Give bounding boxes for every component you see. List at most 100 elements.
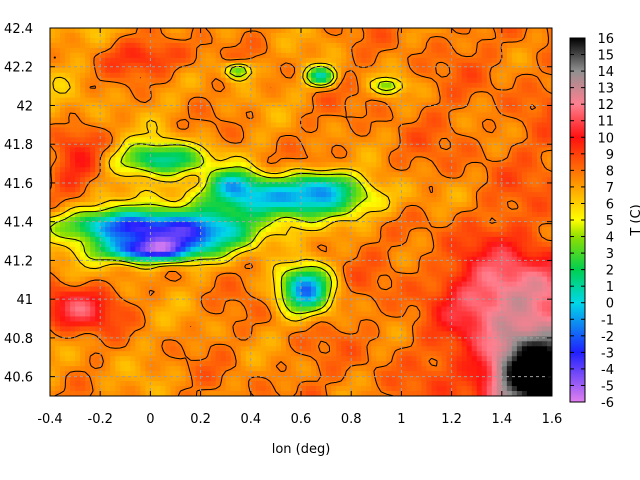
heatmap-cell	[225, 256, 232, 263]
heatmap-cell	[336, 216, 342, 223]
heatmap-cell	[501, 231, 508, 238]
heatmap-cell	[55, 182, 61, 188]
heatmap-cell	[205, 47, 212, 54]
heatmap-cell	[180, 82, 187, 89]
heatmap-cell	[115, 216, 121, 223]
heatmap-cell	[290, 177, 297, 183]
heatmap-cell	[306, 127, 312, 134]
heatmap-cell	[50, 152, 56, 158]
heatmap-cell	[366, 122, 372, 129]
heatmap-cell	[235, 221, 242, 228]
heatmap-cell	[476, 97, 483, 104]
heatmap-cell	[471, 112, 478, 119]
heatmap-cell	[516, 97, 523, 104]
heatmap-cell	[95, 197, 101, 203]
heatmap-cell	[90, 42, 96, 49]
heatmap-cell	[140, 256, 146, 263]
heatmap-cell	[336, 246, 342, 253]
heatmap-cell	[280, 142, 287, 148]
heatmap-cell	[311, 266, 317, 273]
heatmap-cell	[516, 226, 523, 233]
heatmap-cell	[481, 112, 488, 119]
heatmap-cell	[55, 187, 61, 193]
heatmap-cell	[321, 231, 327, 238]
heatmap-cell	[265, 92, 272, 99]
heatmap-cell	[260, 271, 267, 278]
heatmap-cell	[275, 67, 282, 74]
heatmap-cell	[200, 67, 207, 74]
heatmap-cell	[416, 157, 423, 163]
heatmap-cell	[431, 187, 438, 193]
heatmap-cell	[416, 82, 423, 89]
heatmap-cell	[546, 112, 552, 119]
heatmap-cell	[90, 226, 96, 233]
heatmap-cell	[130, 271, 136, 278]
heatmap-cell	[120, 137, 126, 143]
heatmap-cell	[436, 192, 443, 198]
heatmap-cell	[356, 271, 362, 278]
heatmap-cell	[331, 137, 337, 143]
heatmap-cell	[526, 221, 533, 228]
heatmap-cell	[145, 157, 151, 163]
heatmap-cell	[245, 192, 252, 198]
heatmap-cell	[486, 187, 493, 193]
heatmap-cell	[371, 28, 377, 34]
heatmap-cell	[95, 102, 101, 109]
heatmap-cell	[270, 62, 277, 69]
heatmap-cell	[521, 157, 528, 163]
heatmap-cell	[80, 216, 86, 223]
heatmap-cell	[511, 212, 518, 218]
heatmap-cell	[356, 226, 362, 233]
heatmap-cell	[235, 57, 242, 64]
heatmap-cell	[421, 266, 428, 273]
heatmap-cell	[341, 236, 347, 243]
heatmap-cell	[250, 147, 257, 153]
heatmap-cell	[170, 207, 177, 213]
heatmap-cell	[366, 152, 372, 158]
heatmap-cell	[396, 236, 402, 243]
heatmap-cell	[391, 246, 397, 253]
heatmap-cell	[160, 221, 167, 228]
heatmap-cell	[260, 182, 267, 188]
heatmap-cell	[155, 47, 162, 54]
heatmap-cell	[436, 246, 443, 253]
heatmap-cell	[301, 167, 307, 173]
heatmap-cell	[501, 216, 508, 223]
heatmap-cell	[140, 82, 146, 89]
heatmap-cell	[306, 261, 312, 268]
heatmap-cell	[496, 77, 503, 84]
heatmap-cell	[426, 47, 433, 54]
heatmap-cell	[265, 147, 272, 153]
heatmap-cell	[531, 216, 538, 223]
heatmap-cell	[80, 112, 86, 119]
heatmap-cell	[446, 122, 453, 129]
heatmap-cell	[456, 82, 463, 89]
heatmap-cell	[381, 92, 387, 99]
heatmap-cell	[496, 157, 503, 163]
heatmap-cell	[260, 87, 267, 94]
heatmap-cell	[471, 187, 478, 193]
heatmap-cell	[316, 182, 322, 188]
heatmap-cell	[456, 221, 463, 228]
heatmap-cell	[516, 52, 523, 59]
heatmap-cell	[260, 172, 267, 178]
heatmap-cell	[406, 112, 413, 119]
heatmap-cell	[100, 231, 106, 238]
heatmap-cell	[546, 77, 552, 84]
heatmap-cell	[481, 92, 488, 99]
heatmap-cell	[295, 107, 302, 114]
heatmap-cell	[120, 202, 126, 208]
heatmap-cell	[210, 52, 217, 59]
heatmap-cell	[185, 241, 192, 248]
heatmap-cell	[301, 246, 307, 253]
heatmap-cell	[210, 221, 217, 228]
heatmap-cell	[255, 251, 262, 258]
heatmap-cell	[235, 107, 242, 114]
heatmap-cell	[391, 127, 397, 134]
heatmap-cell	[501, 157, 508, 163]
heatmap-cell	[200, 182, 207, 188]
heatmap-cell	[466, 142, 473, 148]
heatmap-cell	[461, 142, 468, 148]
heatmap-cell	[100, 62, 106, 69]
heatmap-cell	[150, 122, 157, 129]
